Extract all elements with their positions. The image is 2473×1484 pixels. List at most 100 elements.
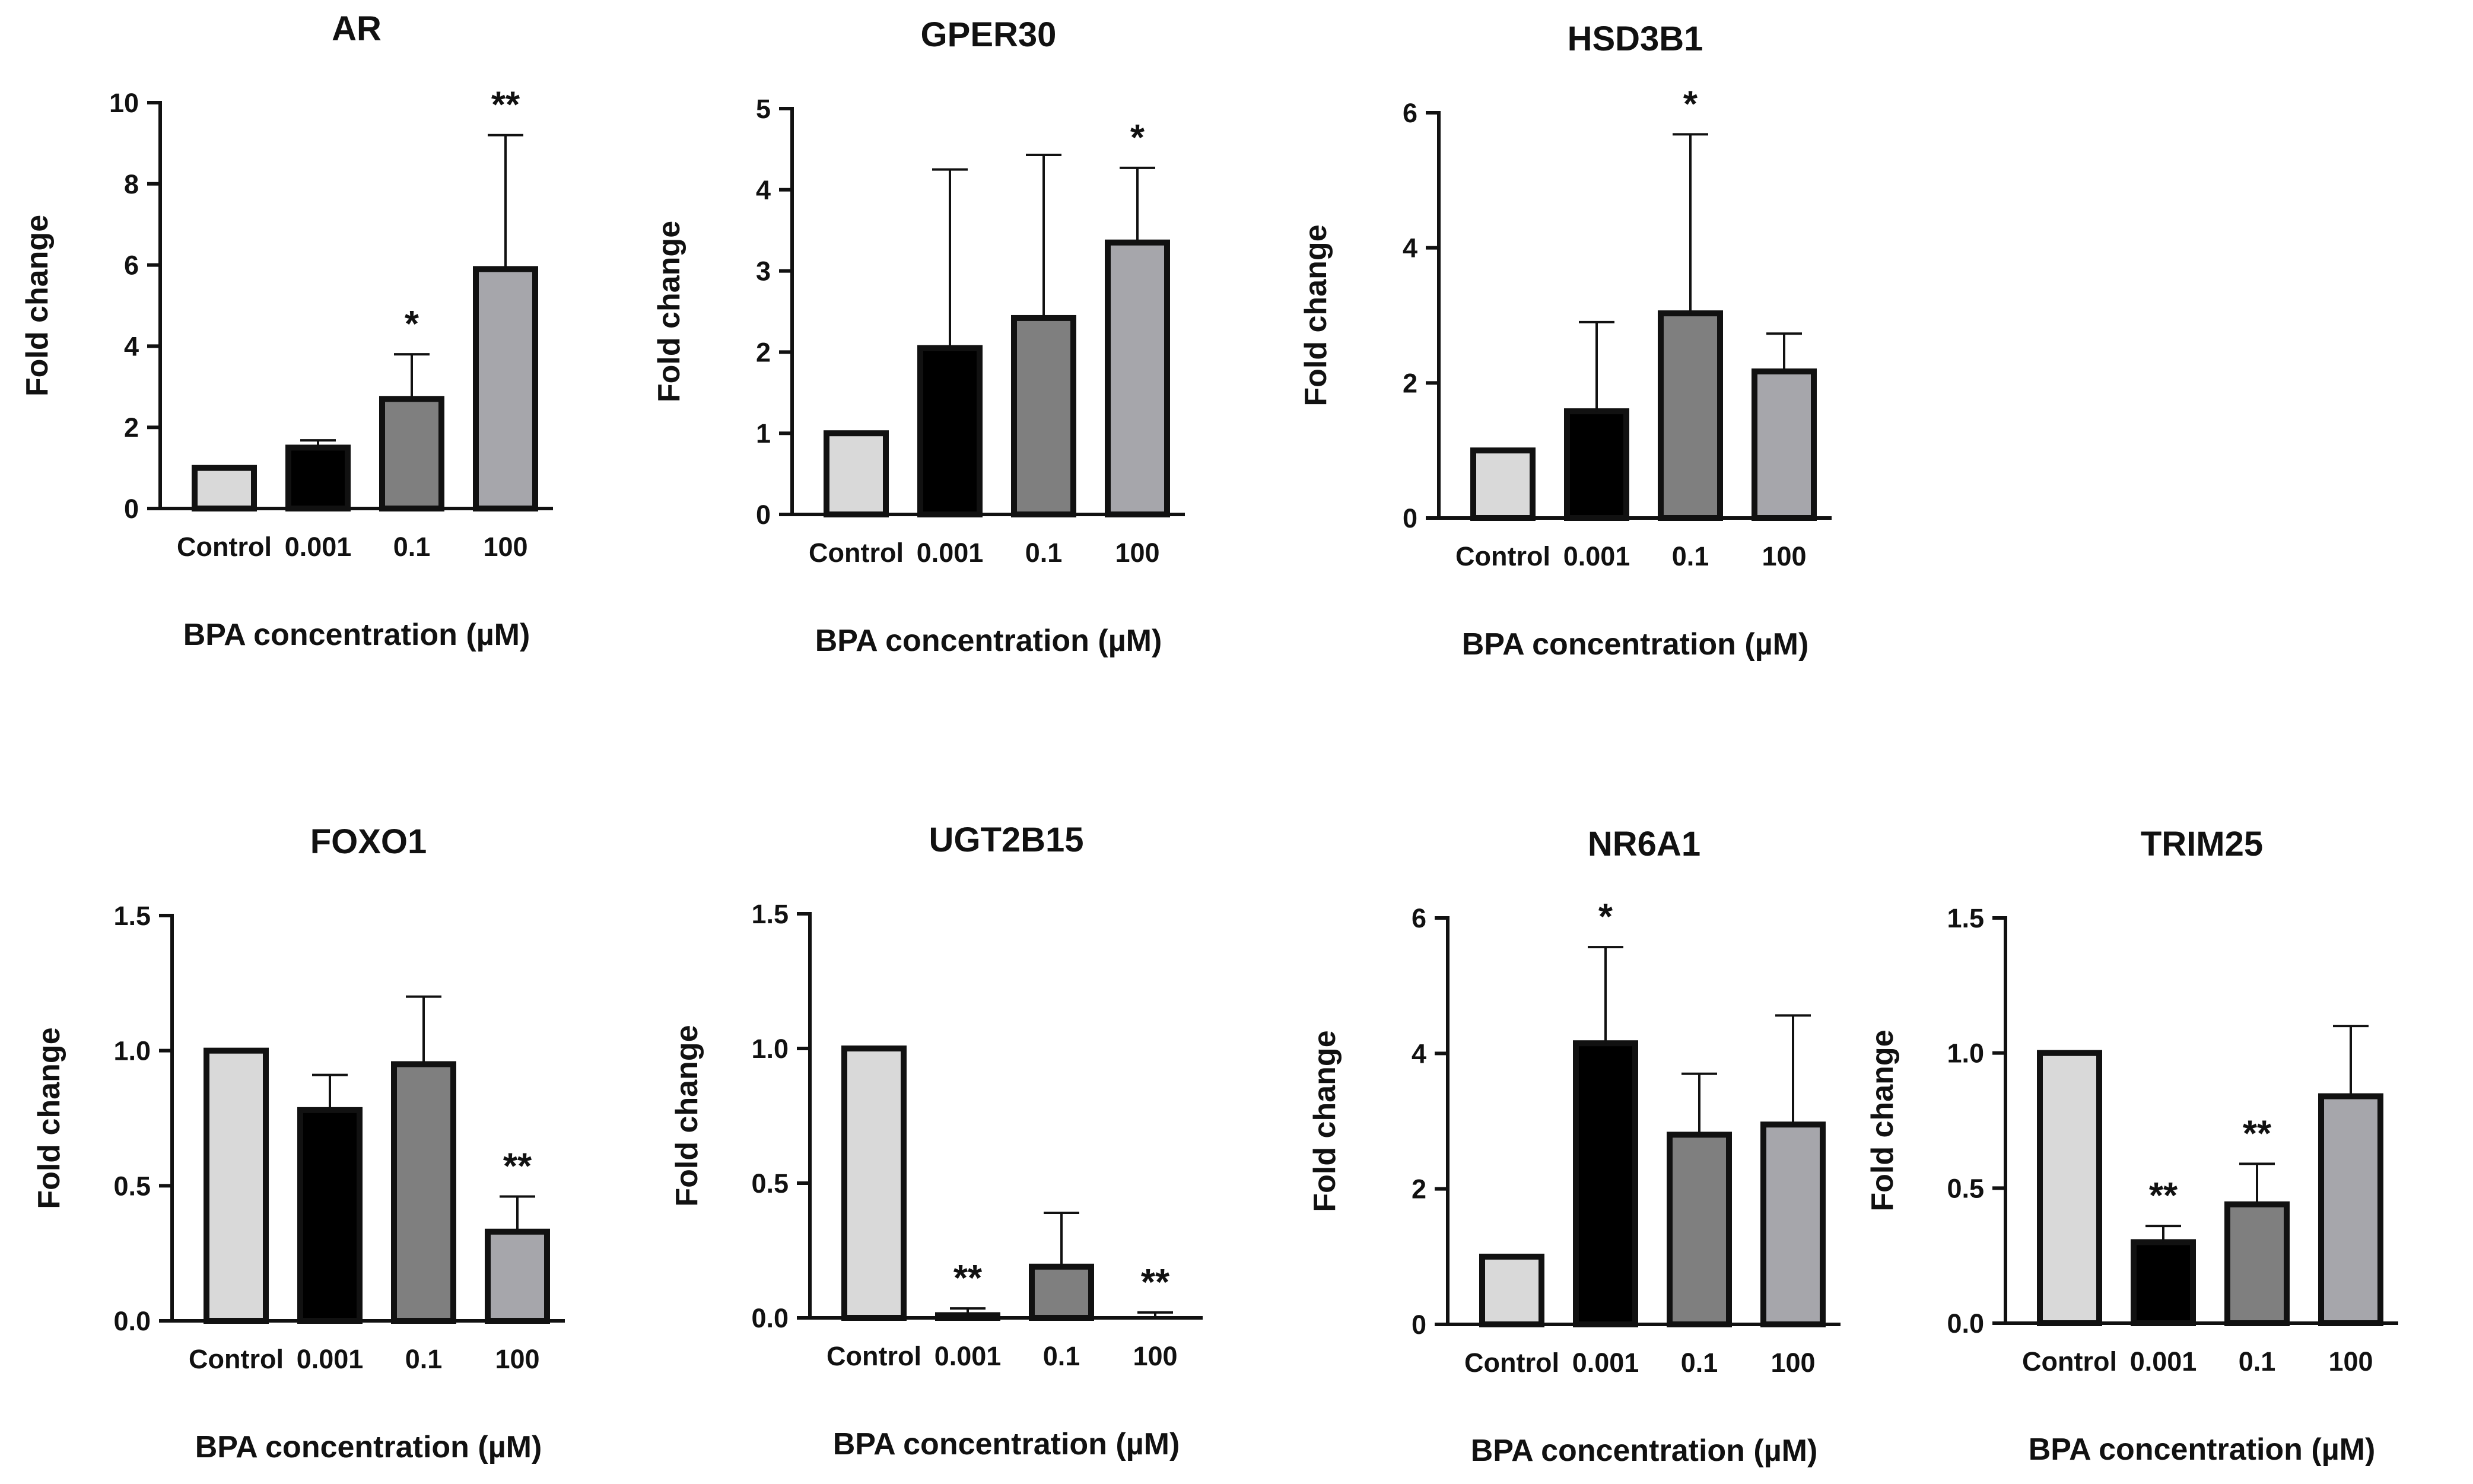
x-tick-label: 0.001 [297, 1344, 364, 1374]
chart-panel: GPER30 Fold change BPA concentration (µM) *… [652, 15, 1185, 658]
y-tick-label: 3 [756, 256, 771, 287]
x-axis-label: BPA concentration (µM) [195, 1430, 542, 1464]
y-axis-label: Fold change [1299, 224, 1333, 406]
x-tick-label: 0.1 [2239, 1346, 2276, 1377]
chart-title: HSD3B1 [1568, 20, 1703, 58]
chart-title: GPER30 [921, 15, 1057, 54]
x-axis-label: BPA concentration (µM) [183, 618, 530, 652]
bar [379, 396, 444, 511]
x-tick-label: 100 [1770, 1348, 1815, 1378]
chart-panel: UGT2B15 Fold change BPA concentration (µM)… [670, 821, 1203, 1461]
y-tick-label: 0 [1403, 503, 1417, 533]
significance-marker: * [1130, 117, 1145, 158]
y-axis-label: Fold change [1865, 1029, 1900, 1211]
x-tick-label: 0.001 [285, 532, 352, 562]
significance-marker: ** [503, 1146, 532, 1187]
x-tick-label: 100 [483, 532, 527, 562]
x-tick-label: Control [809, 538, 904, 568]
chart-title: FOXO1 [310, 822, 427, 861]
significance-marker: ** [2243, 1113, 2272, 1154]
bar [841, 1046, 907, 1321]
x-axis-label: BPA concentration (µM) [1471, 1434, 1818, 1468]
x-tick-label: 0.1 [393, 532, 431, 562]
y-tick-label: 1.5 [1947, 903, 1984, 933]
y-tick-label: 1.5 [751, 899, 789, 929]
y-tick-label: 4 [124, 331, 139, 361]
x-axis-label: BPA concentration (µM) [1462, 627, 1809, 662]
significance-marker: ** [491, 85, 520, 126]
bar [1752, 368, 1817, 522]
bar [1658, 310, 1723, 522]
x-tick-label: Control [1455, 541, 1550, 571]
x-tick-label: 0.001 [1563, 541, 1630, 571]
bar [297, 1107, 363, 1324]
x-tick-label: 0.001 [934, 1341, 1002, 1371]
y-tick-label: 4 [756, 175, 771, 205]
y-tick-label: 2 [124, 412, 139, 443]
x-tick-label: 100 [1762, 541, 1806, 571]
y-tick-label: 0.5 [113, 1171, 151, 1201]
y-tick-label: 4 [1403, 233, 1417, 263]
y-tick-label: 0 [124, 494, 139, 524]
chart-panel: HSD3B1 Fold change BPA concentration (µM) *… [1299, 20, 1832, 662]
y-tick-label: 6 [1412, 903, 1426, 933]
significance-marker: ** [2149, 1175, 2178, 1216]
x-tick-label: Control [2022, 1346, 2117, 1377]
chart-title: NR6A1 [1588, 825, 1700, 863]
y-tick-label: 0 [756, 500, 771, 530]
y-axis-label: Fold change [20, 215, 55, 396]
x-tick-label: Control [189, 1344, 284, 1374]
y-tick-label: 1.0 [751, 1034, 789, 1064]
bar [2037, 1050, 2102, 1326]
bar [1564, 408, 1629, 521]
y-tick-label: 1 [756, 418, 771, 449]
x-tick-label: 100 [1133, 1341, 1177, 1371]
y-tick-label: 0 [1412, 1310, 1426, 1340]
bar [192, 465, 257, 511]
bar [485, 1228, 550, 1324]
y-tick-label: 2 [1412, 1174, 1426, 1205]
y-axis-label: Fold change [670, 1025, 704, 1206]
bar [1029, 1263, 1094, 1321]
bar [2131, 1239, 2196, 1326]
y-axis-label: Fold change [32, 1027, 66, 1209]
x-axis-label: BPA concentration (µM) [815, 624, 1162, 658]
bar [1760, 1121, 1826, 1328]
y-tick-label: 0.5 [1947, 1173, 1984, 1203]
significance-marker: ** [1141, 1262, 1170, 1303]
x-tick-label: 0.1 [1672, 541, 1709, 571]
chart-title: TRIM25 [2141, 825, 2263, 863]
y-axis-label: Fold change [652, 221, 686, 402]
y-tick-label: 4 [1412, 1038, 1426, 1069]
x-axis-label: BPA concentration (µM) [2029, 1432, 2376, 1467]
x-tick-label: 0.1 [405, 1344, 443, 1374]
y-tick-label: 0.0 [751, 1303, 789, 1333]
x-tick-label: 0.1 [1025, 538, 1063, 568]
x-tick-label: 100 [1115, 538, 1159, 568]
y-tick-label: 1.0 [1947, 1038, 1984, 1069]
bar [917, 345, 983, 517]
bar [2224, 1201, 2290, 1326]
chart-panel: NR6A1 Fold change BPA concentration (µM) * 0… [1308, 825, 1841, 1468]
bar [1105, 239, 1170, 517]
y-tick-label: 2 [756, 337, 771, 367]
x-tick-label: 0.1 [1681, 1348, 1718, 1378]
bar [204, 1047, 269, 1324]
x-tick-label: Control [827, 1341, 921, 1371]
bar [1573, 1040, 1638, 1328]
significance-marker: * [405, 304, 419, 345]
bar [1667, 1132, 1732, 1328]
x-axis-label: BPA concentration (µM) [833, 1427, 1180, 1461]
y-tick-label: 8 [124, 169, 139, 199]
bar [1479, 1253, 1544, 1327]
bar [824, 430, 889, 518]
x-tick-label: 100 [2328, 1346, 2373, 1377]
x-tick-label: Control [177, 532, 272, 562]
chart-title: AR [332, 9, 382, 48]
x-tick-label: 0.001 [917, 538, 984, 568]
y-tick-label: 6 [1403, 98, 1417, 128]
y-tick-label: 5 [756, 94, 771, 124]
y-tick-label: 0.0 [1947, 1308, 1984, 1339]
